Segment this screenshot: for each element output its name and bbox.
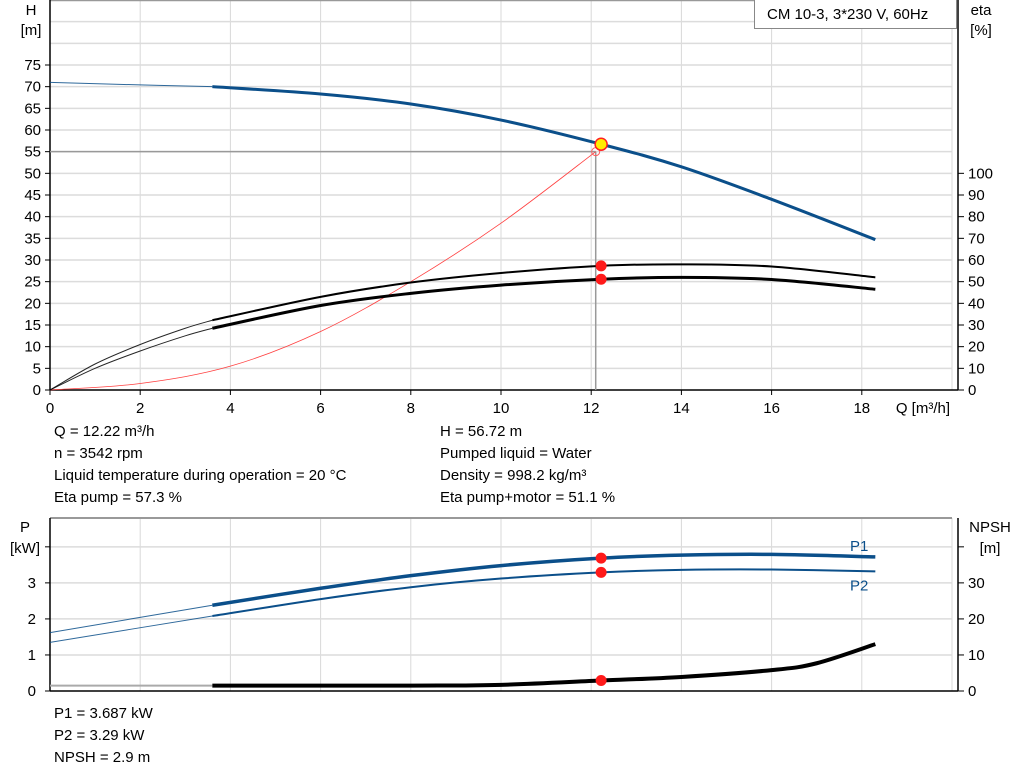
eta-tick-label: 30: [968, 317, 985, 334]
eta-tick-label: 70: [968, 230, 985, 247]
eta-tick-label: 100: [968, 165, 993, 182]
results-top-left: Q = 12.22 m³/h n = 3542 rpm Liquid tempe…: [54, 421, 346, 509]
result-density: Density = 998.2 kg/m³: [440, 467, 587, 484]
x-tick-label: 16: [763, 400, 780, 417]
result-eta-pump: Eta pump = 57.3 %: [54, 489, 182, 506]
npsh-tick-label: 0: [968, 683, 976, 700]
h-tick-label: 30: [24, 252, 41, 269]
eta-axis-label: eta: [971, 2, 993, 19]
h-tick-label: 45: [24, 187, 41, 204]
x-tick-label: 8: [407, 400, 415, 417]
p-axis-unit: [kW]: [10, 540, 40, 557]
eta-axis-unit: [%]: [970, 22, 992, 39]
results-bottom: P1 = 3.687 kW P2 = 3.29 kW NPSH = 2.9 m: [54, 703, 153, 769]
result-head: H = 56.72 m: [440, 423, 523, 440]
h-tick-label: 15: [24, 317, 41, 334]
p-tick-label: 0: [28, 683, 36, 700]
eta-tick-label: 10: [968, 360, 985, 377]
eta-tick-label: 80: [968, 209, 985, 226]
h-tick-label: 25: [24, 274, 41, 291]
h-axis-unit: [m]: [21, 22, 42, 39]
result-speed: n = 3542 rpm: [54, 445, 143, 462]
h-tick-label: 0: [33, 382, 41, 399]
npsh-tick-label: 20: [968, 611, 985, 628]
h-tick-label: 65: [24, 100, 41, 117]
p1-curve: [212, 552, 876, 607]
p2-curve: [212, 568, 876, 618]
result-liquid-temp: Liquid temperature during operation = 20…: [54, 467, 347, 484]
h-tick-label: 75: [24, 57, 41, 74]
p-tick-label: 2: [28, 611, 36, 628]
h-tick-label: 40: [24, 209, 41, 226]
result-p2: P2 = 3.29 kW: [54, 727, 145, 744]
h-tick-label: 55: [24, 144, 41, 161]
x-tick-label: 4: [226, 400, 234, 417]
x-tick-label: 14: [673, 400, 690, 417]
h-tick-label: 5: [33, 360, 41, 377]
result-eta-pump-motor: Eta pump+motor = 51.1 %: [440, 489, 616, 506]
eta-pump-point: [595, 260, 607, 272]
system-curve: [49, 151, 596, 391]
operating-point-marker: [594, 137, 608, 151]
eta-tick-label: 20: [968, 339, 985, 356]
result-npsh: NPSH = 2.9 m: [54, 749, 151, 766]
p2-point: [595, 566, 607, 578]
x-tick-label: 6: [316, 400, 324, 417]
npsh-axis-unit: [m]: [980, 540, 1001, 557]
p2-curve-extension: [49, 615, 213, 643]
h-tick-label: 20: [24, 295, 41, 312]
npsh-point: [595, 675, 607, 687]
p-tick-label: 3: [28, 575, 36, 592]
head-curve-extension: [49, 81, 213, 88]
h-tick-label: 35: [24, 230, 41, 247]
p1-label: P1: [850, 538, 868, 555]
h-tick-label: 50: [24, 165, 41, 182]
p1-curve-extension: [49, 604, 213, 634]
x-tick-label: 12: [583, 400, 600, 417]
p-tick-label: 1: [28, 647, 36, 664]
h-tick-label: 70: [24, 79, 41, 96]
h-tick-label: 10: [24, 339, 41, 356]
h-axis-label: H: [26, 2, 37, 19]
result-pumped-liquid: Pumped liquid = Water: [440, 445, 592, 462]
npsh-curve: [212, 642, 876, 688]
eta-tick-label: 60: [968, 252, 985, 269]
x-tick-label: 10: [493, 400, 510, 417]
npsh-axis-label: NPSH: [969, 519, 1011, 536]
x-tick-label: 0: [46, 400, 54, 417]
h-tick-label: 60: [24, 122, 41, 139]
result-flow: Q = 12.22 m³/h: [54, 423, 155, 440]
p2-label: P2: [850, 577, 868, 594]
eta-tick-label: 0: [968, 382, 976, 399]
eta-pump-curve-extension: [49, 319, 213, 391]
eta-pump-motor-curve-extension: [49, 327, 213, 391]
eta-pump-curve: [212, 263, 876, 322]
eta-tick-label: 50: [968, 274, 985, 291]
eta-pump-motor-curve: [212, 275, 876, 330]
eta-pump-motor-point: [595, 273, 607, 285]
npsh-tick-label: 10: [968, 647, 985, 664]
chart-legend: CM 10-3, 3*230 V, 60Hz: [754, 0, 957, 29]
x-tick-label: 2: [136, 400, 144, 417]
result-p1: P1 = 3.687 kW: [54, 705, 153, 722]
results-top-right: H = 56.72 m Pumped liquid = Water Densit…: [440, 421, 615, 509]
p-axis-label: P: [20, 519, 30, 536]
x-tick-label: 18: [853, 400, 870, 417]
eta-tick-label: 90: [968, 187, 985, 204]
eta-tick-label: 40: [968, 295, 985, 312]
x-axis-label: Q [m³/h]: [896, 400, 950, 417]
npsh-tick-label: 30: [968, 575, 985, 592]
p1-point: [595, 552, 607, 564]
head-curve: [212, 85, 876, 242]
